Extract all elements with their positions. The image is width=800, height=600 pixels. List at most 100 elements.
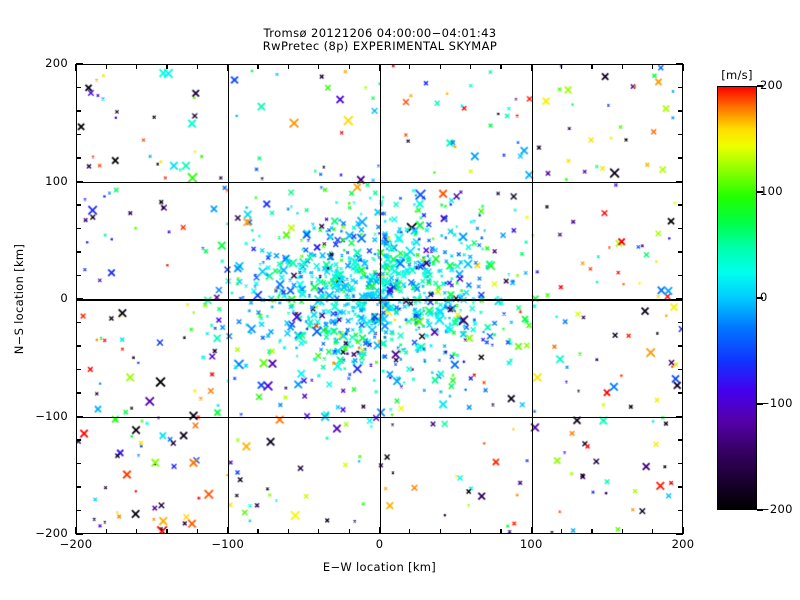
y-tick-left — [76, 392, 81, 394]
x-tick-label: −200 — [59, 537, 93, 551]
y-tick-left — [76, 486, 81, 488]
x-tick-label: −100 — [211, 537, 245, 551]
colorbar-tick-label: 0 — [760, 290, 768, 304]
colorbar-tick — [757, 297, 763, 299]
x-tick-top — [227, 64, 229, 71]
colorbar-tick-label: 100 — [760, 184, 783, 198]
y-tick-right — [678, 204, 683, 206]
x-tick-bottom — [196, 529, 199, 534]
y-tick-left — [76, 274, 81, 277]
x-tick-bottom — [105, 529, 107, 534]
x-tick-bottom — [409, 529, 411, 534]
y-tick-left — [76, 204, 81, 206]
colorbar-tick — [757, 191, 763, 193]
x-tick-top — [136, 64, 138, 69]
x-tick-top — [75, 64, 77, 71]
x-tick-bottom — [318, 529, 320, 534]
y-tick-left — [76, 321, 81, 324]
x-tick-top — [652, 64, 654, 69]
x-tick-bottom — [227, 527, 229, 534]
x-tick-top — [591, 64, 593, 69]
colorbar-tick-label: 200 — [760, 78, 783, 92]
x-axis-label: E−W location [km] — [322, 560, 437, 574]
y-tick-label: 0 — [60, 291, 68, 305]
x-tick-top — [469, 64, 472, 69]
y-tick-left — [76, 180, 83, 183]
y-tick-left — [76, 345, 81, 347]
x-tick-top — [257, 64, 259, 69]
y-tick-right — [678, 462, 683, 465]
y-tick-left — [76, 251, 81, 253]
y-tick-left — [76, 533, 83, 535]
y-tick-left — [76, 110, 81, 112]
y-tick-right — [676, 298, 683, 300]
colorbar-tick-label: −200 — [760, 502, 793, 516]
y-tick-label: 100 — [45, 173, 68, 188]
title-line-2: RwPretec (8p) EXPERIMENTAL SKYMAP — [262, 39, 498, 53]
x-tick-top — [318, 64, 320, 69]
x-tick-bottom — [166, 529, 168, 534]
x-tick-bottom — [348, 529, 350, 534]
x-tick-bottom — [621, 529, 623, 534]
colorbar-tick — [757, 403, 763, 405]
colorbar-tick — [757, 85, 763, 87]
x-tick-bottom — [500, 529, 502, 534]
y-tick-left — [76, 227, 81, 230]
y-tick-left — [76, 368, 81, 371]
x-tick-bottom — [75, 527, 77, 534]
y-tick-left — [76, 462, 81, 465]
x-tick-bottom — [439, 529, 441, 534]
x-tick-bottom — [682, 527, 684, 534]
x-tick-bottom — [560, 529, 563, 534]
x-tick-top — [560, 64, 563, 69]
x-tick-top — [105, 64, 107, 69]
y-tick-left — [76, 509, 81, 512]
y-tick-right — [678, 439, 683, 441]
x-tick-top — [682, 64, 684, 71]
y-tick-right — [678, 509, 683, 512]
x-tick-bottom — [591, 529, 593, 534]
x-tick-label: 100 — [519, 537, 543, 551]
title-line-1: Tromsø 20121206 04:00:00−04:01:43 — [263, 26, 497, 40]
y-tick-right — [678, 486, 683, 488]
y-tick-left — [76, 439, 81, 441]
colorbar-title: [m/s] — [721, 68, 753, 82]
y-tick-left — [76, 133, 81, 136]
x-tick-bottom — [136, 529, 138, 534]
y-tick-right — [678, 251, 683, 253]
x-tick-top — [439, 64, 441, 69]
x-tick-top — [287, 64, 290, 69]
y-tick-left — [76, 415, 83, 418]
x-tick-top — [378, 64, 381, 71]
colorbar-gradient — [717, 86, 757, 510]
x-tick-bottom — [378, 527, 381, 534]
plot-area — [76, 64, 683, 534]
y-tick-right — [678, 227, 683, 230]
y-tick-right — [678, 133, 683, 136]
x-tick-top — [621, 64, 623, 69]
y-tick-left — [76, 63, 83, 65]
x-tick-top — [409, 64, 411, 69]
x-tick-bottom — [287, 529, 290, 534]
y-tick-right — [678, 274, 683, 277]
y-tick-label: −100 — [35, 408, 68, 423]
y-tick-right — [678, 368, 683, 371]
scatter-plot-canvas — [77, 65, 682, 533]
x-tick-bottom — [652, 529, 654, 534]
x-tick-top — [196, 64, 199, 69]
y-tick-right — [678, 392, 683, 394]
y-tick-right — [678, 345, 683, 347]
x-tick-top — [500, 64, 502, 69]
x-tick-bottom — [469, 529, 472, 534]
x-tick-top — [530, 64, 532, 71]
x-tick-label: 0 — [375, 537, 384, 551]
y-tick-right — [676, 533, 683, 535]
x-tick-label: 200 — [671, 537, 695, 551]
y-tick-left — [76, 298, 83, 300]
x-tick-bottom — [530, 527, 532, 534]
y-tick-left — [76, 157, 81, 159]
y-tick-right — [676, 63, 683, 65]
y-tick-right — [678, 157, 683, 159]
colorbar — [717, 86, 757, 510]
